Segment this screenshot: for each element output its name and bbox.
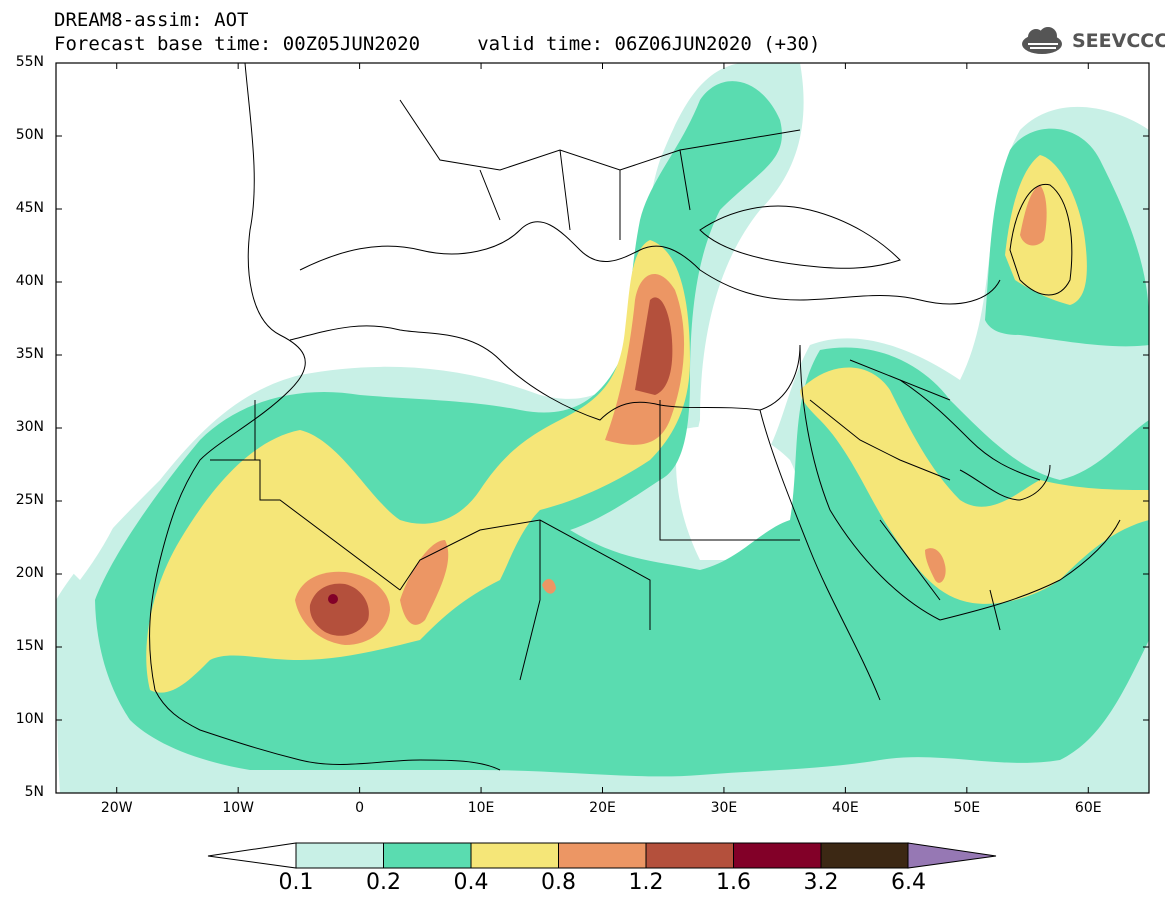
aot-band-0-8-chad: [542, 578, 556, 594]
coastlines-borders: [149, 63, 1121, 771]
lon-label: 20W: [100, 800, 133, 816]
border-sahara-1: [210, 400, 651, 630]
colorbar: [207, 842, 997, 869]
aot-band-1-2-greece: [635, 297, 673, 395]
coastline-west-africa: [149, 63, 501, 771]
colorbar-box: [558, 842, 647, 869]
aot-band-0-4: [146, 240, 690, 693]
aot-band-0-1-white-hole: [676, 426, 801, 560]
aot-band-0-8-b: [400, 540, 449, 625]
cloud-icon: [1022, 27, 1062, 54]
colorbar-box: [383, 842, 472, 869]
lon-label: 50E: [953, 800, 981, 816]
colorbar-level-label: 0.8: [541, 870, 576, 895]
colorbar-box: [645, 842, 734, 869]
colorbar-box: [470, 842, 559, 869]
lat-label: 50N: [15, 127, 44, 143]
lon-label: 10W: [222, 800, 254, 816]
lon-label: 30E: [710, 800, 738, 816]
axis-ticks: [56, 62, 1149, 794]
coastline-north-africa: [289, 325, 801, 421]
lat-label: 35N: [15, 346, 44, 362]
lat-label: 25N: [15, 492, 44, 508]
colorbar-level-label: 1.2: [628, 870, 664, 895]
lat-label: 40N: [15, 273, 44, 289]
colorbar-level-label: 1.6: [716, 870, 751, 895]
coastline-arabia: [899, 379, 1121, 621]
colorbar-level-label: 6.4: [891, 870, 926, 895]
colorbar-box: [820, 842, 909, 869]
coastline-caspian: [1009, 184, 1073, 296]
colorbar-level-label: 3.2: [803, 870, 839, 895]
lon-label: 10E: [467, 800, 495, 816]
logo-text: SEEVCCC: [1072, 30, 1165, 52]
border-europe: [399, 99, 801, 240]
colorbar-box: [295, 842, 384, 869]
lat-label: 20N: [15, 565, 44, 581]
aot-contours: [56, 63, 1149, 793]
map-subtitle-times: Forecast base time: 00Z05JUN2020 valid t…: [54, 33, 821, 55]
lon-label: 40E: [832, 800, 859, 816]
lat-label: 45N: [15, 200, 44, 216]
map-title: DREAM8-assim: AOT: [54, 9, 249, 31]
coastline-black-sea: [699, 205, 901, 269]
aot-band-1-2: [309, 583, 369, 636]
lat-label: 5N: [24, 784, 44, 800]
colorbar-over-arrow: [907, 842, 997, 869]
lon-label: 0: [355, 800, 365, 816]
lat-label: 10N: [15, 711, 44, 727]
colorbar-box: [733, 842, 822, 869]
lat-label: 15N: [15, 638, 44, 654]
border-sahara-2: [519, 400, 800, 681]
colorbar-level-label: 0.1: [278, 870, 314, 895]
lon-label: 60E: [1074, 800, 1102, 816]
coastline-gulf: [959, 464, 1051, 501]
colorbar-under-arrow: [207, 842, 297, 869]
border-middle-east: [809, 359, 1001, 631]
colorbar-level-label: 0.2: [366, 870, 401, 895]
lat-label: 30N: [15, 419, 44, 435]
coastline-red-sea: [759, 344, 941, 701]
aot-band-0-8-arabia: [925, 548, 946, 583]
aot-band-0-4-caspian: [1005, 155, 1087, 305]
lat-label: 55N: [15, 54, 44, 70]
seevccc-logo: [1022, 27, 1062, 54]
aot-band-1-6: [328, 594, 338, 604]
aot-band-0-8-caspian: [1020, 185, 1047, 246]
aot-band-0-4-arabia: [800, 367, 1149, 604]
colorbar-level-label: 0.4: [453, 870, 489, 895]
coastline-europe: [299, 221, 1001, 305]
lon-label: 20E: [589, 800, 616, 816]
colorbar-boxes: [295, 842, 909, 869]
aot-band-0-1-white-hole-2: [60, 450, 140, 580]
